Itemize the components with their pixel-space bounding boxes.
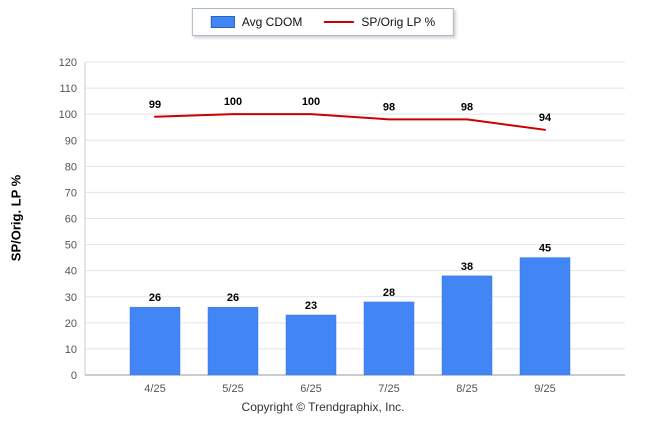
- bar: [129, 306, 181, 376]
- bar-value-label: 26: [149, 292, 161, 304]
- y-tick-label: 120: [59, 57, 77, 69]
- bar-value-label: 45: [539, 243, 551, 255]
- series-line: [154, 113, 546, 131]
- bar-value-label: 26: [227, 292, 239, 304]
- y-tick-label: 20: [65, 318, 77, 330]
- bar-value-label: 28: [383, 287, 395, 299]
- x-tick-label: 4/25: [144, 383, 165, 395]
- bar-value-label: 23: [305, 300, 317, 312]
- x-tick-label: 5/25: [222, 383, 243, 395]
- y-tick-label: 0: [71, 370, 77, 382]
- sp-orig-lp-line-swatch-icon: [324, 21, 355, 23]
- line-value-label: 98: [461, 101, 473, 113]
- legend: Avg CDOM SP/Orig LP %: [191, 8, 455, 36]
- legend-label-avg-cdom: Avg CDOM: [241, 15, 303, 29]
- bar: [519, 257, 571, 376]
- y-tick-label: 30: [65, 292, 77, 304]
- y-tick-label: 60: [65, 214, 77, 226]
- y-tick-label: 50: [65, 240, 77, 252]
- legend-item-sp-orig-lp: SP/Orig LP %: [324, 15, 435, 29]
- bar: [285, 314, 337, 376]
- y-tick-label: 10: [65, 344, 77, 356]
- y-axis-title: SP/Orig. LP %: [8, 174, 24, 262]
- bar-value-label: 38: [461, 261, 473, 273]
- legend-item-avg-cdom: Avg CDOM: [210, 15, 303, 29]
- y-tick-label: 70: [65, 187, 77, 199]
- bar: [363, 301, 415, 376]
- x-tick-label: 6/25: [300, 383, 321, 395]
- avg-cdom-swatch-icon: [210, 16, 235, 28]
- y-tick-label: 90: [65, 135, 77, 147]
- bar: [441, 275, 493, 376]
- y-tick-label: 100: [59, 109, 77, 121]
- line-value-label: 98: [383, 101, 395, 113]
- x-tick-label: 8/25: [456, 383, 477, 395]
- y-tick-label: 40: [65, 266, 77, 278]
- x-tick-label: 7/25: [378, 383, 399, 395]
- y-tick-label: 110: [59, 83, 77, 95]
- line-value-label: 99: [149, 99, 161, 111]
- bar: [207, 306, 259, 376]
- footer-copyright: Copyright © Trendgraphix, Inc.: [241, 400, 405, 414]
- line-value-label: 100: [302, 96, 320, 108]
- y-tick-label: 80: [65, 161, 77, 173]
- legend-label-sp-orig-lp: SP/Orig LP %: [361, 15, 436, 29]
- line-value-label: 100: [224, 96, 242, 108]
- x-tick-label: 9/25: [534, 383, 555, 395]
- line-value-label: 94: [539, 112, 552, 124]
